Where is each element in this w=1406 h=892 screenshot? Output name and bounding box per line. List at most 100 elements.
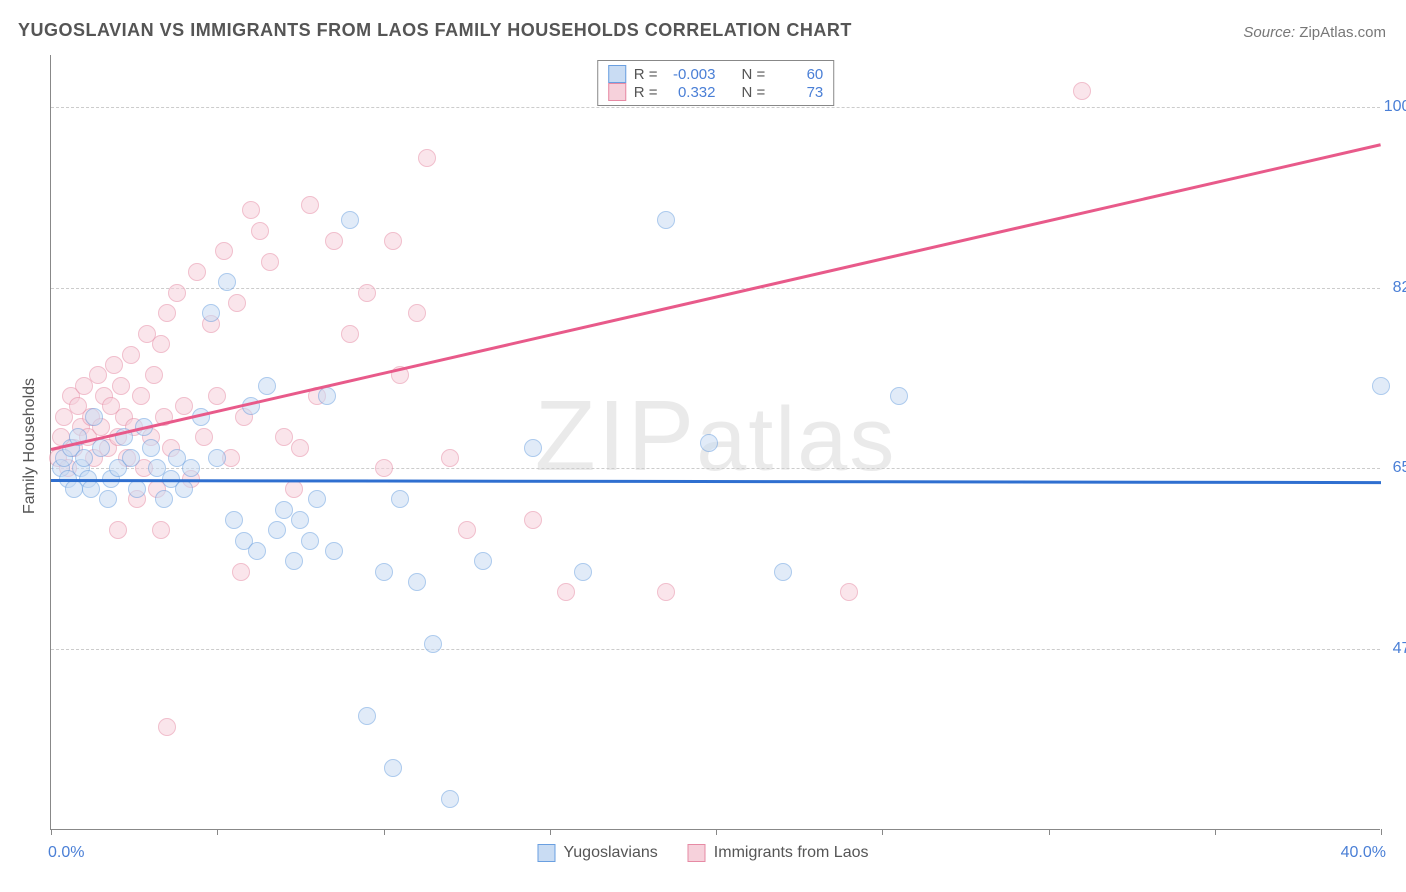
x-tick [51, 829, 52, 835]
scatter-point [155, 490, 173, 508]
scatter-point [248, 542, 266, 560]
n-value-b: 73 [773, 84, 823, 101]
scatter-point [99, 490, 117, 508]
scatter-point [75, 449, 93, 467]
scatter-point [132, 387, 150, 405]
swatch-b-bottom [688, 844, 706, 862]
scatter-point [890, 387, 908, 405]
scatter-point [291, 511, 309, 529]
scatter-point [215, 242, 233, 260]
x-min-label: 0.0% [48, 844, 84, 862]
scatter-point [358, 707, 376, 725]
source-value: ZipAtlas.com [1299, 24, 1386, 41]
scatter-point [228, 294, 246, 312]
x-tick [384, 829, 385, 835]
scatter-point [458, 521, 476, 539]
gridline [51, 288, 1380, 289]
scatter-point [152, 335, 170, 353]
gridline [51, 468, 1380, 469]
legend-label-b: Immigrants from Laos [714, 844, 869, 862]
legend-label-a: Yugoslavians [563, 844, 657, 862]
swatch-a-bottom [537, 844, 555, 862]
scatter-point [657, 211, 675, 229]
source-attribution: Source: ZipAtlas.com [1243, 24, 1386, 41]
scatter-point [1073, 82, 1091, 100]
n-value-a: 60 [773, 66, 823, 83]
x-tick [1049, 829, 1050, 835]
legend-stats: R = -0.003 N = 60 R = 0.332 N = 73 [597, 60, 835, 106]
scatter-point [105, 356, 123, 374]
scatter-point [301, 196, 319, 214]
scatter-point [202, 304, 220, 322]
x-tick [1215, 829, 1216, 835]
scatter-point [168, 284, 186, 302]
legend-stats-row-b: R = 0.332 N = 73 [608, 83, 824, 101]
scatter-point [285, 480, 303, 498]
scatter-point [89, 366, 107, 384]
scatter-point [175, 480, 193, 498]
scatter-point [408, 573, 426, 591]
scatter-point [285, 552, 303, 570]
scatter-point [85, 408, 103, 426]
scatter-point [109, 521, 127, 539]
y-tick-label: 47.5% [1378, 640, 1406, 658]
scatter-point [112, 377, 130, 395]
scatter-point [524, 511, 542, 529]
scatter-point [152, 521, 170, 539]
scatter-point [301, 532, 319, 550]
scatter-point [195, 428, 213, 446]
scatter-point [700, 434, 718, 452]
scatter-point [358, 284, 376, 302]
scatter-point [232, 563, 250, 581]
scatter-point [145, 366, 163, 384]
scatter-point [218, 273, 236, 291]
n-label-a: N = [742, 66, 766, 83]
r-label-b: R = [634, 84, 658, 101]
scatter-point [840, 583, 858, 601]
scatter-point [158, 304, 176, 322]
scatter-point [188, 263, 206, 281]
scatter-point [375, 459, 393, 477]
scatter-point [275, 428, 293, 446]
legend-series: Yugoslavians Immigrants from Laos [537, 844, 868, 862]
scatter-point [275, 501, 293, 519]
chart-title: YUGOSLAVIAN VS IMMIGRANTS FROM LAOS FAMI… [18, 20, 852, 41]
scatter-point [158, 718, 176, 736]
scatter-point [391, 490, 409, 508]
x-tick [1381, 829, 1382, 835]
scatter-point [225, 511, 243, 529]
scatter-point [261, 253, 279, 271]
legend-item-b: Immigrants from Laos [688, 844, 869, 862]
scatter-point [122, 449, 140, 467]
x-max-label: 40.0% [1341, 844, 1386, 862]
scatter-point [418, 149, 436, 167]
x-tick [716, 829, 717, 835]
gridline [51, 107, 1380, 108]
scatter-point [557, 583, 575, 601]
scatter-point [291, 439, 309, 457]
scatter-point [441, 449, 459, 467]
scatter-point [268, 521, 286, 539]
scatter-point [574, 563, 592, 581]
scatter-point [318, 387, 336, 405]
scatter-point [341, 211, 359, 229]
x-tick [550, 829, 551, 835]
trend-line [51, 143, 1382, 450]
x-tick [882, 829, 883, 835]
scatter-point [242, 201, 260, 219]
y-axis-label: Family Households [21, 378, 39, 514]
scatter-point [384, 232, 402, 250]
scatter-point [208, 387, 226, 405]
scatter-point [474, 552, 492, 570]
scatter-point [142, 439, 160, 457]
scatter-point [325, 232, 343, 250]
scatter-point [92, 439, 110, 457]
scatter-point [408, 304, 426, 322]
scatter-point [657, 583, 675, 601]
y-tick-label: 100.0% [1378, 98, 1406, 116]
scatter-point [182, 459, 200, 477]
scatter-point [341, 325, 359, 343]
legend-stats-row-a: R = -0.003 N = 60 [608, 65, 824, 83]
scatter-point [1372, 377, 1390, 395]
scatter-point [175, 397, 193, 415]
